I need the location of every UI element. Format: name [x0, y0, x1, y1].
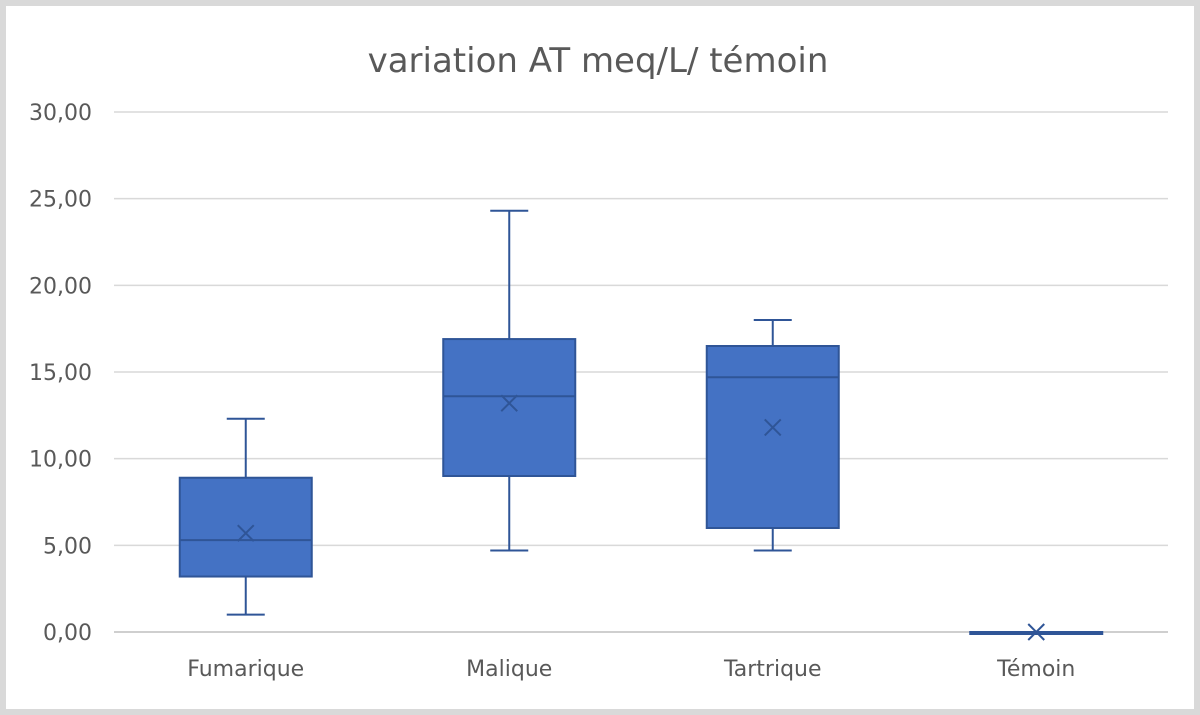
chart-title: variation AT meq/L/ témoin [368, 41, 829, 81]
mean-marker [764, 418, 782, 437]
box-témoin [969, 623, 1104, 641]
category-label: Témoin [996, 657, 1075, 682]
category-label: Fumarique [187, 657, 304, 682]
box-layer [178, 209, 1104, 641]
mean-marker [1027, 623, 1045, 641]
mean-marker-stroke [1027, 623, 1045, 641]
box-tartrique [705, 319, 840, 552]
y-tick-label: 5,00 [43, 534, 92, 559]
category-label: Malique [466, 657, 552, 682]
box-malique [442, 209, 577, 552]
mean-marker-stroke [764, 418, 782, 437]
mean-marker-stroke [500, 394, 518, 412]
y-tick-label: 30,00 [29, 101, 92, 126]
mean-marker [237, 524, 255, 542]
y-tick-label: 10,00 [29, 448, 92, 473]
y-tick-label: 0,00 [43, 621, 92, 646]
y-tick-label: 15,00 [29, 361, 92, 386]
x-axis-category-labels: Fumarique Malique Tartrique Témoin [187, 657, 1075, 682]
mean-marker-stroke [237, 524, 255, 542]
y-tick-label: 20,00 [29, 274, 92, 299]
box-plot-chart: variation AT meq/L/ témoin 0,00 5,00 10,00… [29, 41, 1168, 682]
y-tick-label: 25,00 [29, 188, 92, 213]
box-fumarique [178, 417, 313, 616]
y-axis-tick-labels: 0,00 5,00 10,00 15,00 20,00 25,00 30,00 [29, 101, 92, 646]
iqr-box [705, 345, 840, 529]
mean-marker [500, 394, 518, 412]
category-label: Tartrique [723, 657, 822, 682]
iqr-box [442, 338, 577, 478]
iqr-box [178, 476, 313, 578]
